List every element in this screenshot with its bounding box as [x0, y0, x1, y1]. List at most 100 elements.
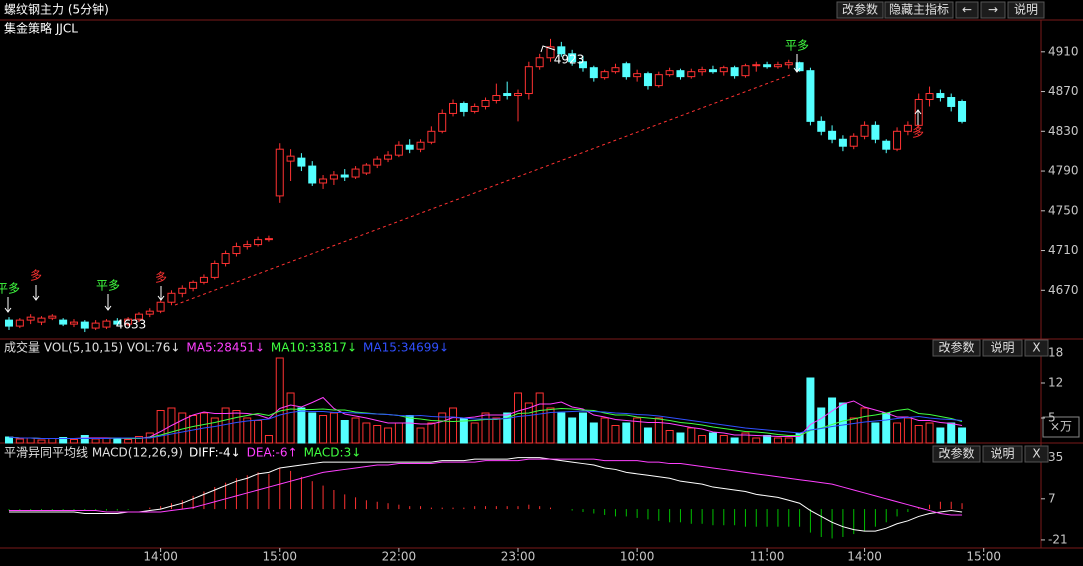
volume-bar: [535, 392, 544, 444]
button[interactable]: 说明: [1007, 1, 1045, 19]
candle-body: [849, 135, 858, 147]
x-tick-label: 14:00: [847, 550, 882, 564]
candle-body: [481, 99, 490, 107]
button-frame: [1024, 339, 1049, 357]
volume-bar: [849, 417, 858, 444]
volume-bar: [37, 439, 46, 444]
volume-bar: [730, 437, 739, 444]
candle-body: [828, 130, 837, 140]
button[interactable]: 改参数: [932, 445, 981, 463]
volume-bar: [405, 415, 414, 444]
volume-bar: [416, 427, 425, 444]
volume-bar: [91, 438, 100, 444]
volume-bar: [449, 407, 458, 444]
candle-body: [622, 63, 631, 78]
candle-body: [871, 124, 880, 140]
volume-bar: [438, 412, 447, 444]
y-tick-label: 4790: [1048, 164, 1079, 178]
volume-bar: [134, 436, 143, 444]
candle-body: [665, 70, 674, 76]
candle-body: [5, 319, 13, 327]
volume-bar: [719, 435, 728, 444]
button[interactable]: ←: [955, 1, 979, 19]
button[interactable]: 说明: [982, 339, 1023, 357]
volume-bar: [784, 437, 793, 444]
button-label: 改参数: [938, 340, 974, 355]
volume-bar: [5, 436, 13, 444]
volume-bar: [589, 422, 598, 444]
candle-body: [48, 315, 57, 319]
volume-bar: [958, 427, 967, 444]
candle-body: [113, 320, 122, 325]
volume-bar: [124, 439, 133, 444]
candle-body: [806, 70, 815, 122]
button[interactable]: →: [980, 1, 1006, 19]
candle-body: [524, 66, 533, 95]
y-tick-label: 12: [1048, 376, 1063, 390]
indicator-line: [9, 457, 963, 532]
button[interactable]: 改参数: [836, 1, 884, 19]
button-label: 说明: [1014, 2, 1038, 17]
unit-box: [1042, 416, 1080, 438]
panel-header: MA10:33817↓: [271, 341, 357, 355]
volume-bar: [600, 417, 609, 444]
candle-body: [958, 100, 967, 122]
y-tick-label: 4910: [1048, 44, 1079, 58]
signal-arrowhead: [104, 305, 112, 311]
button[interactable]: X: [1024, 339, 1049, 357]
candle-body: [763, 64, 772, 68]
button[interactable]: 改参数: [932, 339, 981, 357]
candle-body: [535, 57, 544, 68]
volume-bar: [264, 435, 273, 444]
volume-bar: [459, 417, 468, 444]
candle-body: [903, 124, 912, 132]
button-frame: [1024, 445, 1049, 463]
volume-bar: [80, 435, 89, 444]
volume-bar: [860, 407, 869, 444]
volume-bar: [752, 437, 761, 444]
candle-body: [633, 73, 642, 78]
candle-body: [936, 93, 945, 99]
candle-body: [264, 238, 273, 241]
panel-header: MA15:34699↓: [363, 341, 449, 355]
candle-body: [189, 281, 198, 289]
button-label: X: [1032, 341, 1040, 355]
candle-body: [232, 246, 241, 255]
candle-body: [15, 319, 24, 327]
candle-body: [167, 292, 176, 303]
y-tick-label: -21: [1048, 532, 1068, 546]
candle-body: [26, 316, 35, 321]
volume-bar: [893, 422, 902, 444]
button-label: X: [1032, 447, 1040, 461]
x-tick-label: 10:00: [620, 550, 655, 564]
volume-bar: [470, 422, 479, 444]
button[interactable]: 说明: [982, 445, 1023, 463]
volume-bar: [48, 438, 57, 444]
candle-body: [773, 64, 782, 68]
volume-bar: [654, 417, 663, 444]
volume-bar: [936, 427, 945, 444]
candle-body: [243, 244, 252, 248]
button[interactable]: 隐藏主指标: [884, 1, 954, 19]
button-label: 说明: [990, 340, 1014, 355]
candle-body: [373, 158, 382, 166]
y-tick-label: 7: [1048, 491, 1056, 505]
candle-body: [611, 67, 620, 73]
candle-body: [817, 120, 826, 132]
volume-bar: [394, 422, 403, 444]
candle-body: [698, 69, 707, 73]
candle-body: [752, 64, 761, 67]
candle-body: [351, 168, 360, 178]
volume-bar: [643, 427, 652, 444]
candle-body: [384, 154, 393, 160]
signal-label: 多: [912, 126, 924, 140]
button[interactable]: X: [1024, 445, 1049, 463]
candle-body: [687, 71, 696, 78]
candle-body: [893, 130, 902, 150]
volume-bar: [687, 427, 696, 444]
candle-body: [178, 287, 187, 294]
volume-bar: [492, 417, 501, 444]
button-frame: [932, 445, 981, 463]
volume-bar: [319, 415, 328, 444]
signal-label: 多: [155, 271, 167, 285]
